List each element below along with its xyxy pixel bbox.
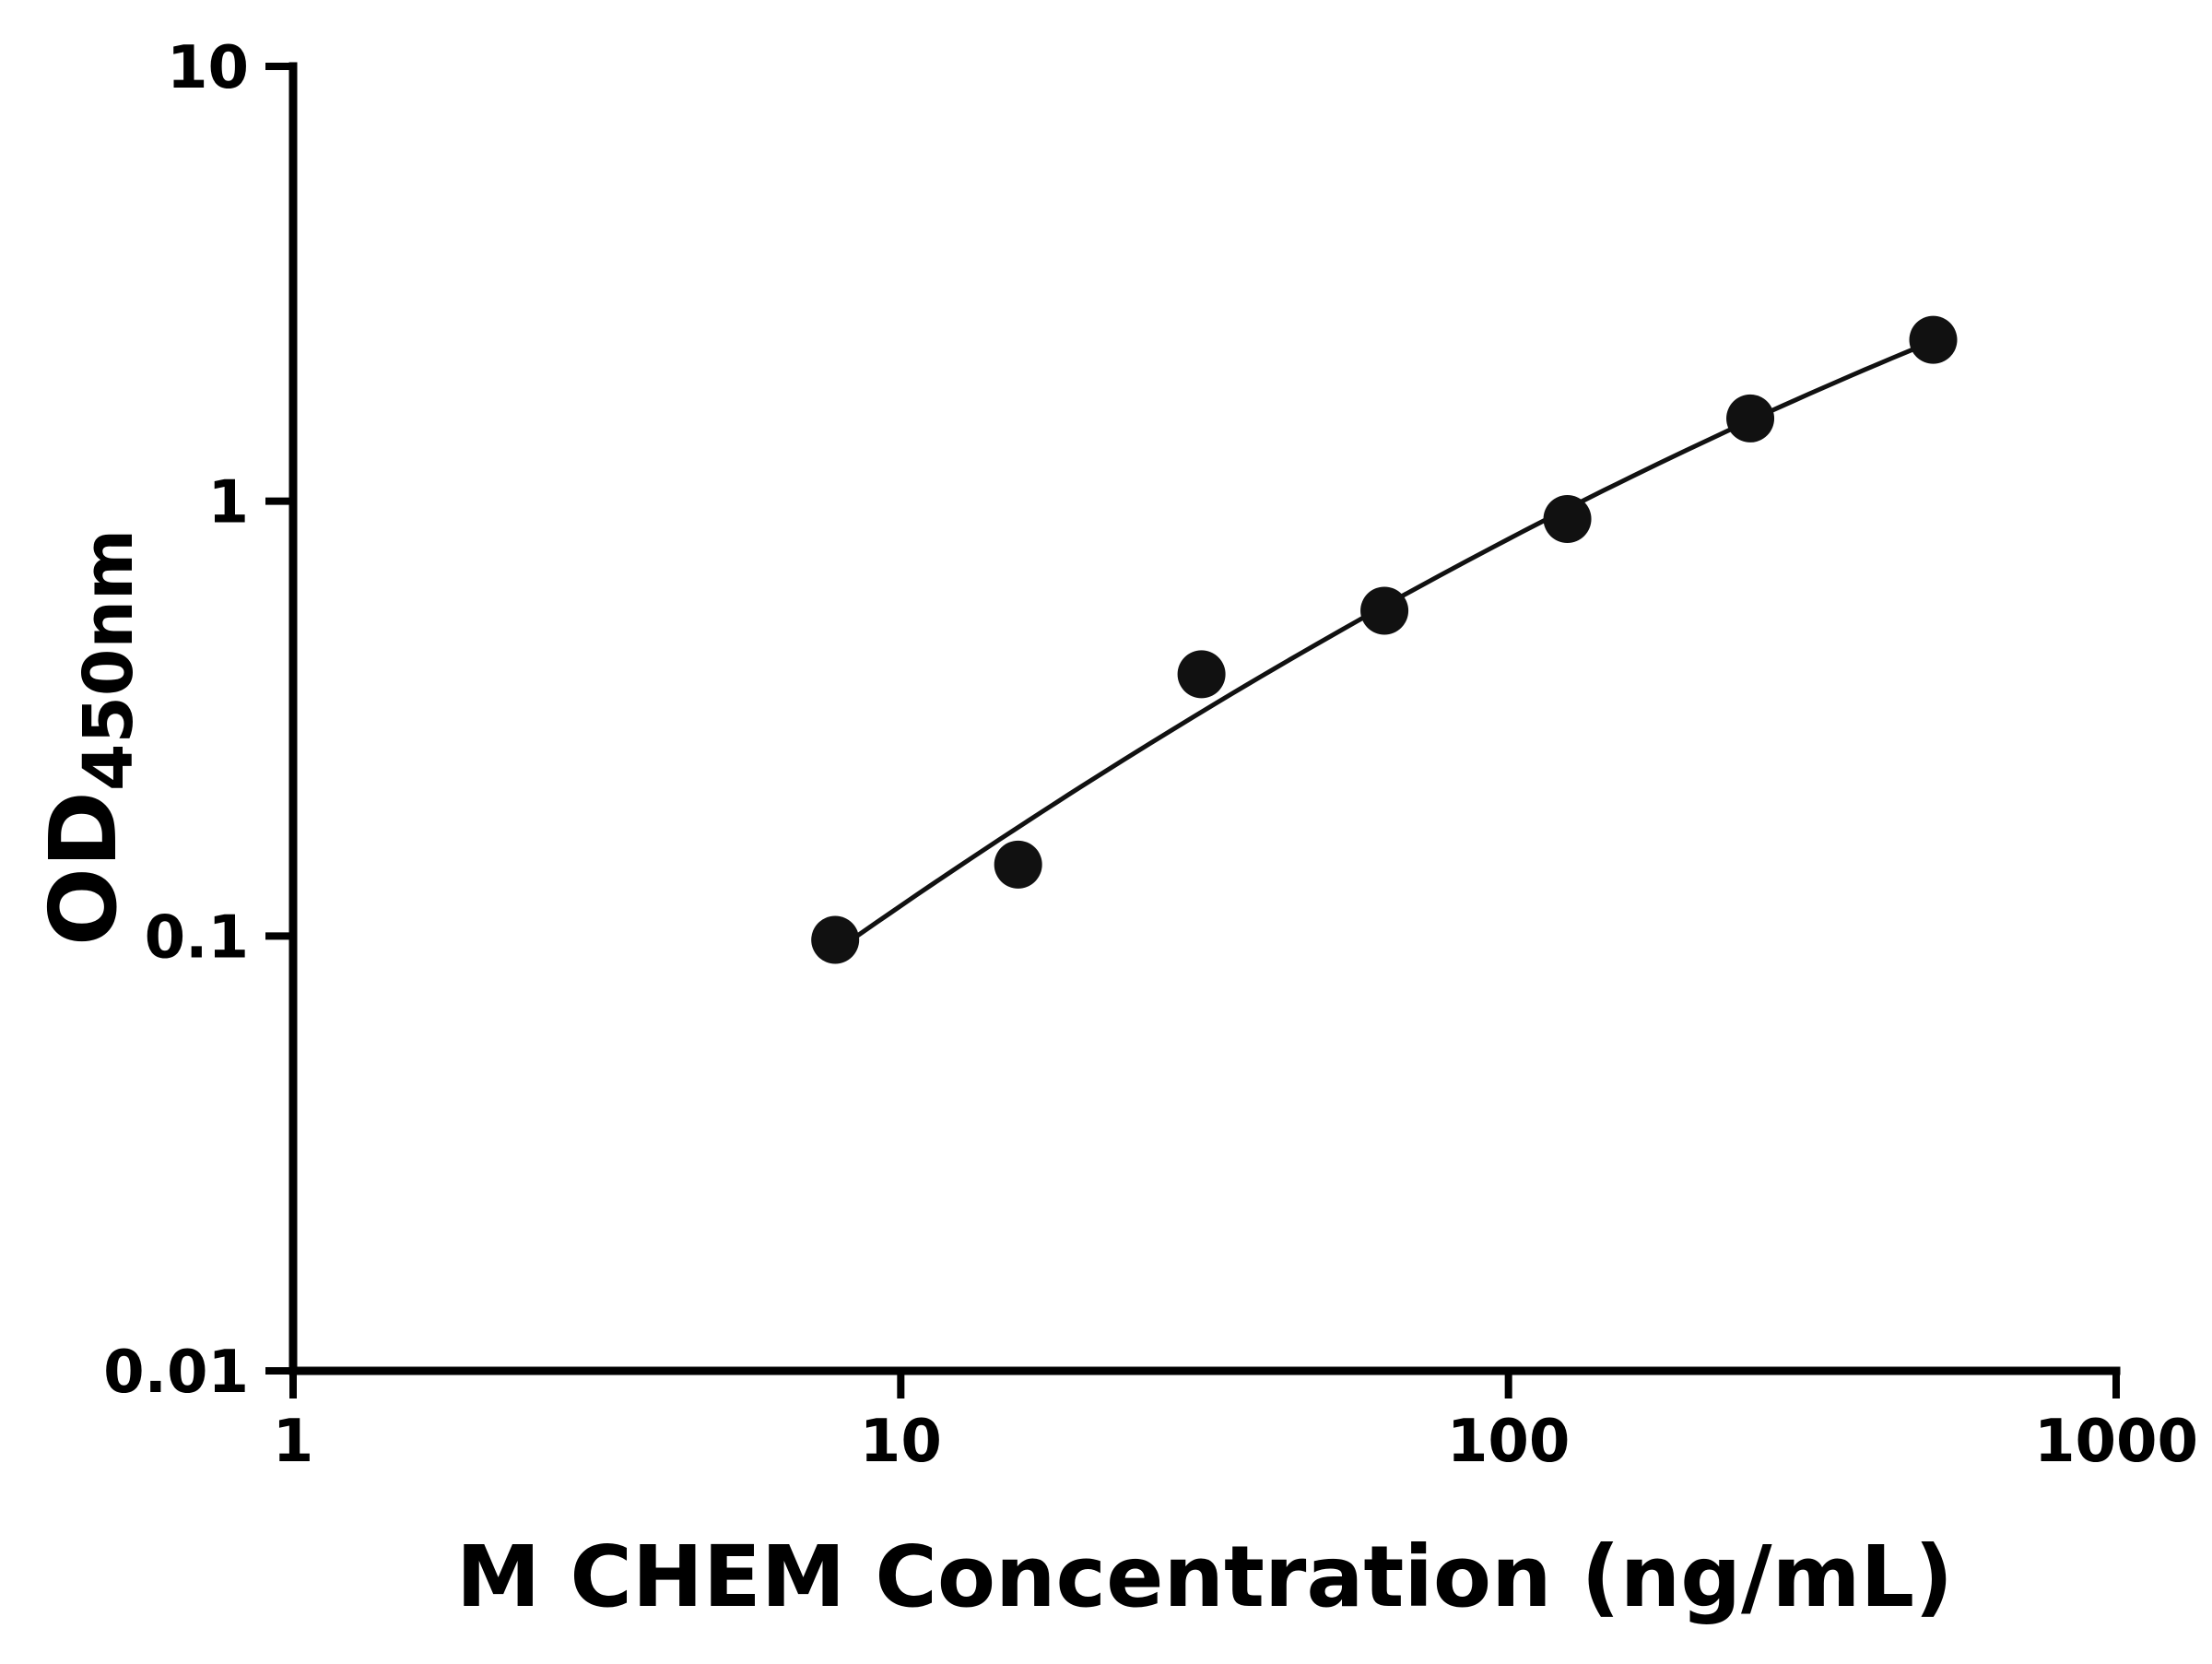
data-points-layer <box>811 315 1958 964</box>
y-tick-label: 10 <box>167 34 249 102</box>
x-tick-label: 1000 <box>2034 1408 2198 1476</box>
y-tick-label: 1 <box>207 469 249 537</box>
data-point <box>1543 494 1592 543</box>
x-tick-label: 1 <box>273 1408 314 1476</box>
data-point <box>811 915 860 964</box>
ticks-layer: 1 10 100 1000 0.01 0.1 1 10 <box>103 34 2198 1476</box>
data-point <box>1360 586 1409 635</box>
data-point <box>1177 650 1226 699</box>
data-point <box>1726 394 1775 443</box>
data-point <box>994 840 1042 889</box>
x-tick-label: 10 <box>860 1408 942 1476</box>
x-axis-title: M CHEM Concentration (ng/mL) <box>456 1528 1953 1626</box>
y-axis-title: OD450nm <box>29 529 148 946</box>
data-point <box>1909 315 1958 364</box>
y-tick-label: 0.1 <box>145 903 249 972</box>
y-axis-title-subscript: 450nm <box>69 529 148 791</box>
axes-layer <box>288 62 2121 1375</box>
y-axis-title-main: OD <box>29 791 137 946</box>
x-tick-label: 100 <box>1447 1408 1571 1476</box>
y-tick-label: 0.01 <box>103 1339 249 1407</box>
